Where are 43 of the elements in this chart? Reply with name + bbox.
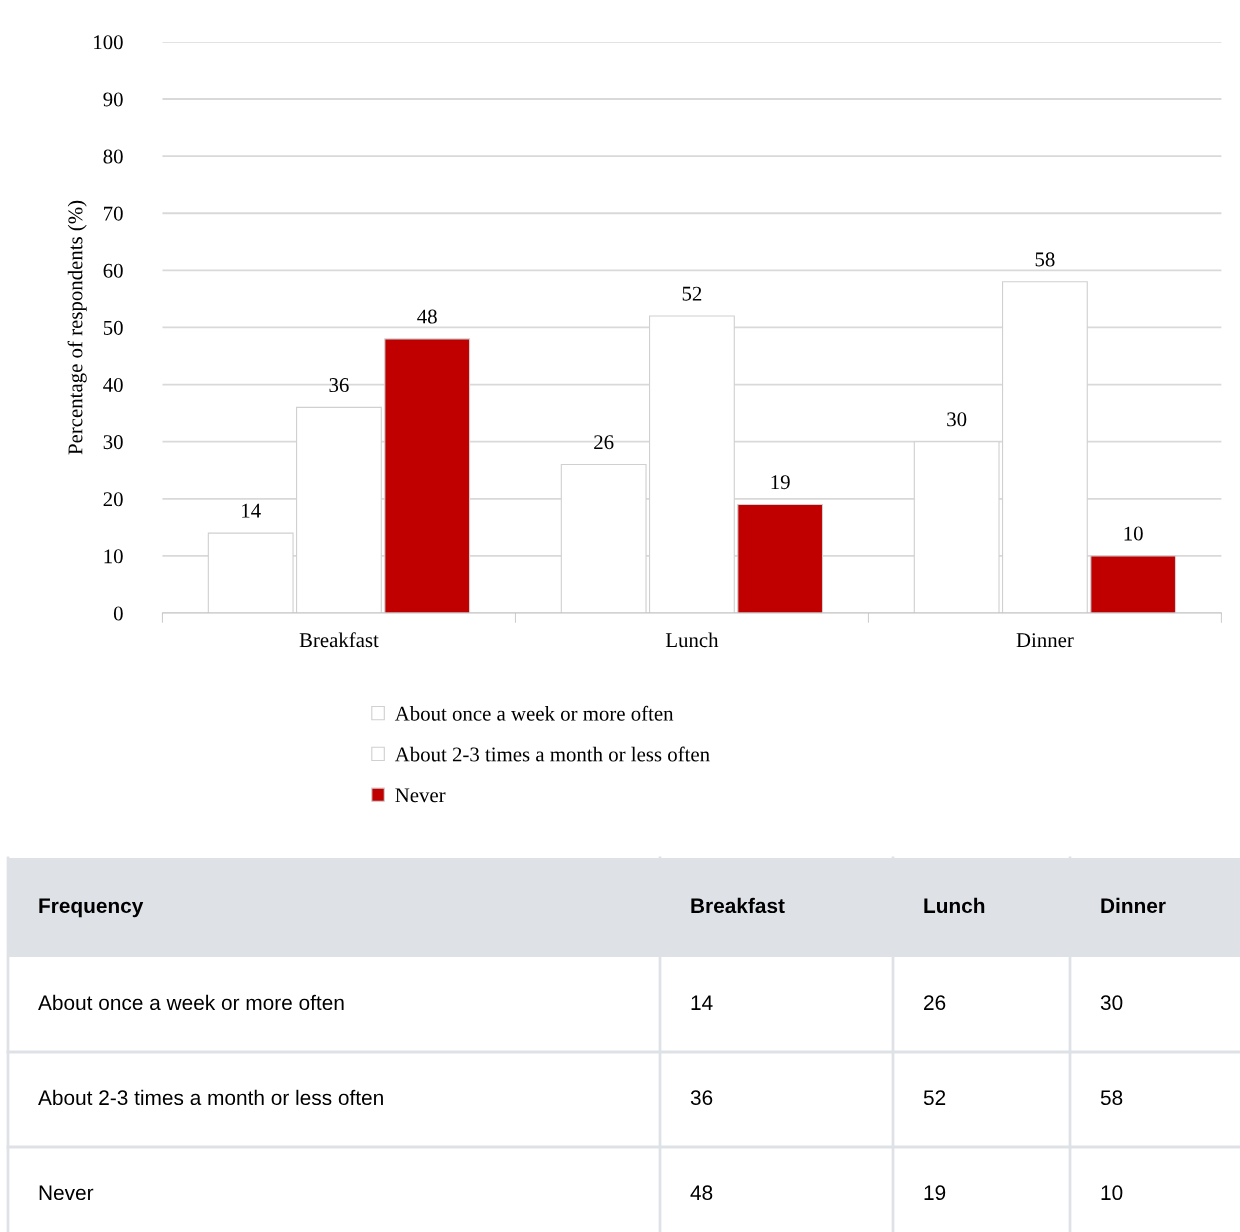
text: 36: [690, 1090, 713, 1106]
data-label: 52: [682, 286, 702, 301]
y-tick-label: 50: [103, 320, 123, 335]
legend-label: Never: [395, 788, 446, 803]
text: 14: [691, 995, 713, 1010]
text: 52: [923, 1090, 946, 1106]
text: 19: [924, 1185, 946, 1201]
data-label: 58: [1035, 252, 1055, 267]
text: 10: [1101, 1185, 1123, 1201]
text: 58: [1100, 1090, 1123, 1106]
text: 30: [1100, 995, 1123, 1011]
legend-label: About once a week or more often: [394, 705, 674, 721]
text: 48: [690, 1185, 713, 1201]
category-label: Breakfast: [691, 897, 785, 914]
y-tick-label: 70: [104, 206, 123, 221]
y-tick-label: 40: [103, 377, 123, 393]
data-label: 48: [417, 309, 437, 324]
data-label: 30: [947, 412, 967, 427]
y-tick-label: 0: [113, 606, 123, 621]
y-tick-label: 30: [103, 435, 123, 450]
text: 26: [924, 995, 946, 1011]
x-tick-label: Lunch: [665, 632, 719, 648]
data-label: 26: [594, 435, 614, 450]
y-tick-label: 20: [103, 492, 123, 507]
y-tick-label: 90: [103, 92, 123, 107]
legend-label: About 2-3 times a month or less often: [394, 746, 710, 762]
category-label: About 2-3 times a month or less often: [38, 1089, 383, 1106]
data-label: 10: [1124, 526, 1143, 541]
category-label: Lunch: [924, 897, 985, 914]
y-tick-label: 80: [103, 149, 123, 164]
x-tick-label: Dinner: [1016, 633, 1074, 648]
y-tick-label: 100: [94, 35, 123, 50]
data-label: 36: [329, 378, 349, 393]
category-label: Frequency: [39, 898, 144, 918]
x-tick-label: Breakfast: [299, 632, 379, 648]
category-label: About once a week or more often: [38, 994, 344, 1011]
y-axis-title: Percentage of respondents (%): [67, 200, 87, 455]
data-label: 19: [771, 475, 790, 490]
category-label: Never: [39, 1185, 94, 1201]
y-tick-label: 60: [103, 263, 123, 278]
y-tick-label: 10: [104, 549, 123, 564]
category-label: Dinner: [1101, 897, 1166, 914]
data-label: 14: [242, 503, 261, 518]
